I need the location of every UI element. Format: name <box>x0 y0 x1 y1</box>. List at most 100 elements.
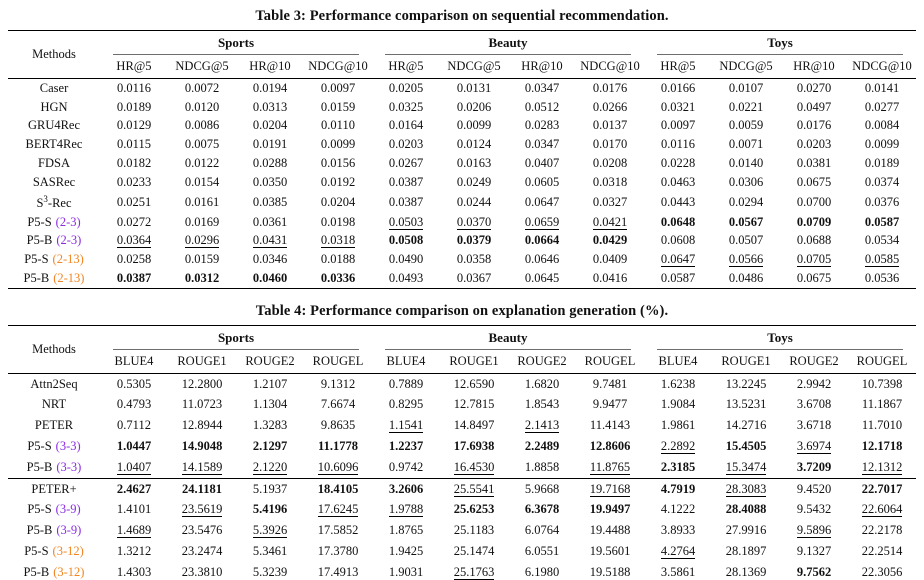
metric-value: 5.3926 <box>252 523 288 539</box>
metric-value: 3.2606 <box>372 477 440 500</box>
metric-value: 12.1312 <box>861 459 903 475</box>
metric-value: 1.8765 <box>388 523 424 538</box>
metric-value: 0.0097 <box>660 118 696 133</box>
metric-value: 0.0115 <box>117 137 151 152</box>
metric-value: 0.0387 <box>388 194 424 209</box>
metric-value: 1.0407 <box>116 459 152 475</box>
metric-value: 9.8635 <box>320 418 356 433</box>
metric-value: 12.7815 <box>453 397 495 412</box>
metric-value: 0.7112 <box>117 418 151 433</box>
metric-header: HR@10 <box>236 56 304 79</box>
metric-header: HR@5 <box>644 56 712 79</box>
metric-value: 0.0367 <box>456 270 492 285</box>
metric-value: 0.0647 <box>660 252 696 268</box>
metric-value: 0.0188 <box>320 252 356 267</box>
metric-value: 0.0431 <box>252 233 288 249</box>
metric-value: 0.0169 <box>184 214 220 229</box>
metric-value: 1.6820 <box>524 376 560 391</box>
metric-value: 12.2800 <box>181 376 223 391</box>
metric-value: 1.2237 <box>388 438 424 453</box>
metric-value: 11.8765 <box>589 459 631 475</box>
method-variant-tag: (3-9) <box>56 523 82 538</box>
metric-value: 17.6938 <box>453 438 495 453</box>
metric-value: 23.2474 <box>181 543 223 558</box>
metric-value: 11.0723 <box>181 397 223 412</box>
metric-value: 0.0536 <box>864 270 900 285</box>
metric-value: 23.5476 <box>181 523 223 538</box>
metric-value: 0.0566 <box>728 252 764 268</box>
metric-value: 4.1222 <box>660 502 696 517</box>
metric-value: 6.1980 <box>524 564 560 579</box>
metric-value: 0.0107 <box>728 80 764 95</box>
table-row: NRT 0.4793 11.0723 1.1304 7.6674 0.8295 12.781… <box>8 395 916 416</box>
metric-value: 25.5541 <box>440 477 508 500</box>
metric-value: 0.0605 <box>524 174 560 189</box>
metric-value: 0.0700 <box>796 194 832 209</box>
metric-value: 9.1312 <box>320 376 356 391</box>
metric-value: 0.0675 <box>796 174 832 189</box>
metric-value: 6.0551 <box>524 543 560 558</box>
metric-value: 3.8933 <box>660 523 696 538</box>
table-row: P5-S (2-3) 0.0272 0.0169 0.0361 0.0198 0.0503 0… <box>8 213 916 232</box>
metric-value: 0.0099 <box>456 118 492 133</box>
metric-value: 2.1413 <box>524 418 560 434</box>
metric-value: 0.0376 <box>864 194 900 209</box>
metric-value: 1.9084 <box>660 397 696 412</box>
metric-value: 0.0608 <box>660 233 696 248</box>
method-name: Attn2Seq <box>30 376 78 391</box>
metric-value: 0.0705 <box>796 252 832 268</box>
method-variant-tag: (3-12) <box>52 543 84 558</box>
metric-value: 3.5861 <box>660 564 696 579</box>
metric-value: 0.0206 <box>456 99 492 114</box>
metric-value: 0.0192 <box>320 174 356 189</box>
metric-value: 0.0325 <box>388 99 424 114</box>
metric-header: HR@5 <box>100 56 168 79</box>
metric-value: 7.6674 <box>320 397 356 412</box>
metric-value: 0.0154 <box>184 174 220 189</box>
table-row: SASRec 0.0233 0.0154 0.0350 0.0192 0.0387 0.02… <box>8 173 916 192</box>
metric-value: 9.9477 <box>592 397 628 412</box>
metric-value: 0.0170 <box>592 137 628 152</box>
metric-value: 0.0163 <box>456 156 492 171</box>
method-name: P5-S (3-3) <box>27 438 81 453</box>
metric-value: 17.5852 <box>317 523 359 538</box>
method-name: P5-S (3-9) <box>27 502 81 517</box>
metric-value: 5.9668 <box>508 477 576 500</box>
method-variant-tag: (2-3) <box>55 214 81 229</box>
metric-value: 0.0421 <box>592 214 628 230</box>
metric-value: 0.0350 <box>252 174 288 189</box>
metric-value: 0.5305 <box>116 376 152 391</box>
metric-value: 9.7481 <box>592 376 628 391</box>
metric-value: 0.0203 <box>388 137 424 152</box>
metric-value: 2.2489 <box>524 438 560 453</box>
metric-value: 0.0327 <box>592 194 628 209</box>
table-row: S3-Rec 0.0251 0.0161 0.0385 0.0204 0.0387 0.02… <box>8 192 916 213</box>
metric-header: NDCG@5 <box>168 56 236 79</box>
metric-value: 2.3185 <box>660 459 696 474</box>
method-variant-tag: (3-3) <box>55 438 81 453</box>
metric-value: 12.6590 <box>453 376 495 391</box>
table-row: GRU4Rec 0.0129 0.0086 0.0204 0.0110 0.0164 0.0… <box>8 117 916 136</box>
metric-value: 0.0084 <box>864 118 900 133</box>
metric-value: 0.0534 <box>864 233 900 248</box>
metric-header: ROUGE1 <box>440 350 508 374</box>
metric-value: 0.0294 <box>728 194 764 209</box>
metric-value: 9.4520 <box>780 477 848 500</box>
metric-value: 0.0385 <box>252 194 288 209</box>
metric-value: 0.9742 <box>388 459 424 474</box>
metric-value: 23.3810 <box>181 564 223 579</box>
metric-value: 0.0321 <box>660 99 696 114</box>
metric-value: 0.0512 <box>524 99 560 114</box>
table-row: HGN 0.0189 0.0120 0.0313 0.0159 0.0325 0.0206 0… <box>8 98 916 117</box>
metric-value: 1.6238 <box>660 376 696 391</box>
metric-value: 0.7889 <box>388 376 424 391</box>
metric-value: 0.0277 <box>864 99 900 114</box>
metric-value: 0.0086 <box>184 118 220 133</box>
metric-value: 0.0221 <box>728 99 764 114</box>
metric-value: 11.4143 <box>589 418 631 433</box>
method-variant-tag: (2-13) <box>52 252 84 267</box>
metric-value: 0.0120 <box>184 99 220 114</box>
methods-column-header: Methods <box>8 30 100 79</box>
metric-value: 0.0266 <box>592 99 628 114</box>
metric-value: 0.0646 <box>524 252 560 267</box>
